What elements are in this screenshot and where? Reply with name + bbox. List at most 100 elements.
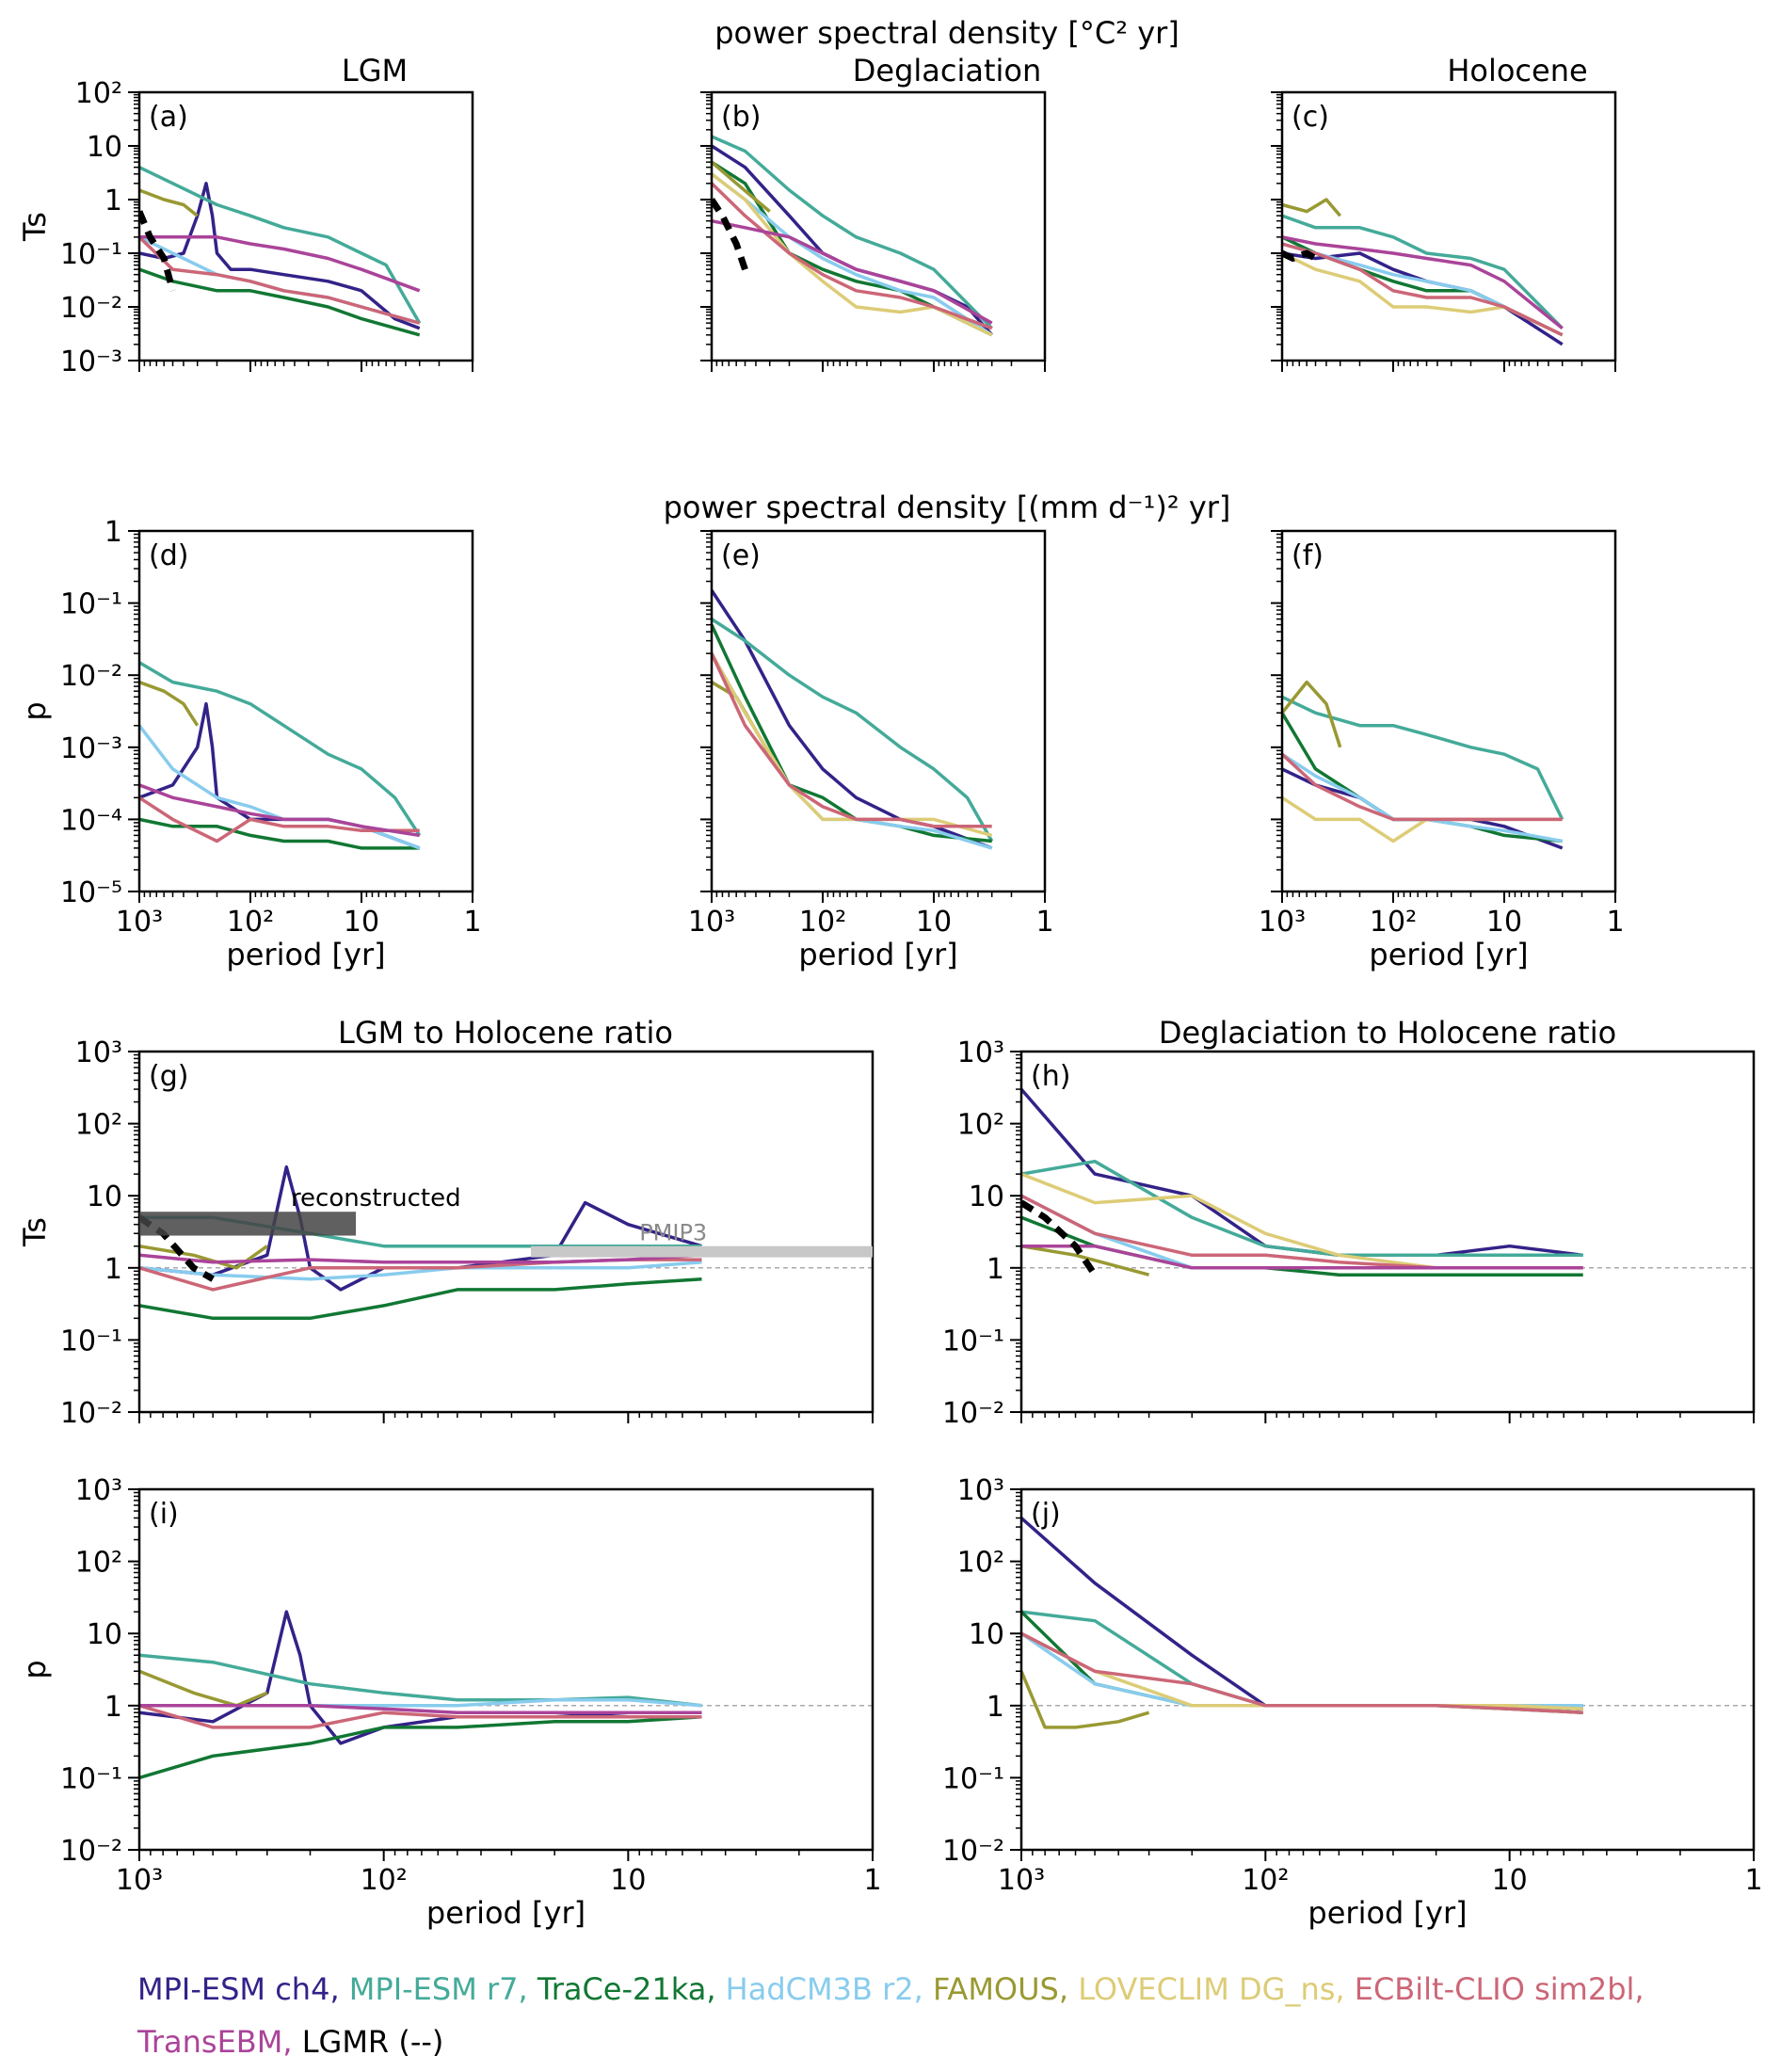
y-axis-label-g: Ts bbox=[17, 1217, 53, 1247]
x-tick-label-i: 10² bbox=[361, 1864, 408, 1897]
y-tick-label-d: 10⁻⁵ bbox=[60, 876, 122, 909]
x-tick-label-j: 10² bbox=[1242, 1864, 1289, 1897]
panel-label-d: (d) bbox=[149, 539, 188, 572]
legend-item-loveclim: LOVECLIM DG_ns, bbox=[1078, 1971, 1345, 2007]
legend-item-lgmr: LGMR (--) bbox=[301, 2024, 444, 2060]
reconstructed-label: reconstructed bbox=[291, 1184, 461, 1213]
y-tick-label-d: 10⁻⁴ bbox=[60, 804, 122, 837]
series-line-b-lgmr bbox=[712, 198, 748, 271]
legend-item-transebm: TransEBM, bbox=[137, 2024, 293, 2060]
legend-item-mpi-esm-r7: MPI-ESM r7, bbox=[348, 1971, 528, 2007]
series-group-f bbox=[1282, 680, 1564, 850]
y-tick-label-a: 10² bbox=[75, 77, 122, 110]
y-tick-label-j: 10² bbox=[957, 1547, 1004, 1580]
y-tick-label-j: 1 bbox=[987, 1691, 1004, 1724]
axes-frame-b bbox=[710, 90, 1047, 362]
series-line-g-hadcm3b-r2 bbox=[139, 1260, 702, 1281]
x-tick-label-f: 10³ bbox=[1259, 906, 1306, 939]
series-line-c-transebm bbox=[1282, 235, 1564, 330]
series-group-j bbox=[1021, 1517, 1583, 1729]
series-group-h bbox=[1021, 1087, 1583, 1277]
y-tick-label-g: 10 bbox=[87, 1181, 122, 1213]
panel-f: 10³ 10² 10 1 (f) period [yr] bbox=[1259, 529, 1625, 972]
panel-label-h: (h) bbox=[1031, 1060, 1070, 1093]
series-line-f-mpi-esm-r7 bbox=[1282, 695, 1564, 821]
panel-e: 10³ 10² 10 1 (e) period [yr] bbox=[688, 529, 1054, 972]
series-line-i-transebm bbox=[139, 1704, 702, 1714]
series-line-a-lgmr bbox=[139, 210, 176, 292]
panel-label-i: (i) bbox=[149, 1498, 179, 1531]
series-line-e-mpi-esm-ch4 bbox=[712, 589, 993, 850]
x-tick-label-j: 10 bbox=[1492, 1864, 1528, 1897]
series-line-b-ecbilt-clio-sim2bl bbox=[712, 182, 993, 330]
y-tick-label-g: 10³ bbox=[75, 1036, 122, 1069]
x-tick-label-d: 10 bbox=[344, 906, 379, 939]
series-line-f-ecbilt-clio-sim2bl bbox=[1282, 752, 1563, 822]
y-tick-label-a: 10 bbox=[87, 131, 122, 164]
series-line-b-famous bbox=[712, 160, 771, 213]
x-axis-label-d: period [yr] bbox=[226, 937, 385, 972]
pmip3-band bbox=[531, 1245, 873, 1258]
series-line-f-famous bbox=[1282, 680, 1342, 748]
series-line-i-mpi-esm-r7 bbox=[139, 1653, 702, 1708]
legend-item-mpi-esm-ch4: MPI-ESM ch4, bbox=[137, 1971, 340, 2007]
legend: MPI-ESM ch4, MPI-ESM r7, TraCe-21ka, Had… bbox=[137, 1963, 1738, 2068]
series-group-a bbox=[139, 166, 422, 337]
y-axis-label-a: Ts bbox=[17, 212, 53, 242]
series-line-d-famous bbox=[139, 680, 200, 727]
y-tick-label-i: 10⁻² bbox=[60, 1835, 122, 1868]
series-line-c-ecbilt-clio-sim2bl bbox=[1282, 242, 1564, 337]
series-line-a-ecbilt-clio-sim2bl bbox=[139, 235, 421, 325]
axes-frame-e bbox=[710, 529, 1047, 893]
y-tick-label-a: 1 bbox=[104, 185, 122, 217]
y-tick-label-g: 1 bbox=[104, 1253, 122, 1286]
series-group-i bbox=[139, 1610, 702, 1780]
series-line-c-mpi-esm-ch4 bbox=[1282, 251, 1564, 346]
panel-label-g: (g) bbox=[149, 1060, 188, 1093]
series-line-d-trace-21ka bbox=[139, 817, 420, 850]
series-line-h-transebm bbox=[1021, 1244, 1583, 1270]
series-line-c-loveclim-dg-ns bbox=[1282, 251, 1564, 337]
series-line-c-famous bbox=[1282, 198, 1342, 217]
series-line-h-mpi-esm-r7 bbox=[1021, 1159, 1583, 1258]
series-line-e-mpi-esm-r7 bbox=[712, 618, 994, 843]
series-group-c bbox=[1282, 198, 1564, 346]
x-tick-label-f: 10² bbox=[1370, 906, 1417, 939]
y-tick-label-d: 1 bbox=[104, 516, 122, 549]
series-line-b-hadcm3b-r2 bbox=[712, 172, 993, 337]
x-axis-label-j: period [yr] bbox=[1308, 1895, 1467, 1931]
y-tick-label-d: 10⁻³ bbox=[60, 732, 122, 765]
x-tick-label-i: 1 bbox=[863, 1864, 881, 1897]
series-line-j-hadcm3b-r2 bbox=[1021, 1631, 1583, 1708]
panel-label-e: (e) bbox=[721, 539, 761, 572]
panel-label-a: (a) bbox=[149, 101, 188, 134]
series-line-d-ecbilt-clio-sim2bl bbox=[139, 795, 420, 843]
x-tick-label-f: 1 bbox=[1606, 906, 1624, 939]
panel-a: 10⁻³ 10⁻² 10⁻¹ 1 10 10² (a) Ts bbox=[17, 77, 474, 378]
y-tick-label-h: 10⁻² bbox=[942, 1397, 1004, 1430]
x-tick-label-e: 10 bbox=[916, 906, 952, 939]
x-axis-label-e: period [yr] bbox=[798, 937, 957, 972]
panel-h: 10⁻² 10⁻¹ 1 10 10² 10³ (h) bbox=[942, 1036, 1756, 1430]
y-tick-label-h: 10² bbox=[957, 1109, 1004, 1142]
series-line-i-mpi-esm-ch4 bbox=[139, 1610, 702, 1745]
series-line-b-transebm bbox=[712, 218, 993, 325]
series-line-g-transebm bbox=[139, 1253, 702, 1264]
series-line-j-ecbilt-clio-sim2bl bbox=[1021, 1631, 1583, 1714]
y-tick-label-g: 10⁻² bbox=[60, 1397, 122, 1430]
series-line-c-lgmr bbox=[1282, 249, 1318, 262]
series-line-b-mpi-esm-r7 bbox=[712, 135, 993, 329]
panel-label-b: (b) bbox=[721, 101, 761, 134]
y-tick-label-i: 10 bbox=[87, 1618, 122, 1651]
x-tick-label-d: 10³ bbox=[116, 906, 163, 939]
axes-frame-h bbox=[1019, 1050, 1756, 1414]
axes-frame-j bbox=[1019, 1487, 1756, 1852]
panel-label-c: (c) bbox=[1292, 101, 1329, 134]
axes-frame-d bbox=[137, 529, 474, 893]
row-title-temperature: power spectral density [°C² yr] bbox=[714, 15, 1179, 51]
y-tick-label-j: 10⁻² bbox=[942, 1835, 1004, 1868]
series-group-e bbox=[712, 589, 994, 850]
series-line-a-trace-21ka bbox=[139, 267, 421, 337]
legend-item-trace-21ka: TraCe-21ka, bbox=[537, 1971, 716, 2007]
